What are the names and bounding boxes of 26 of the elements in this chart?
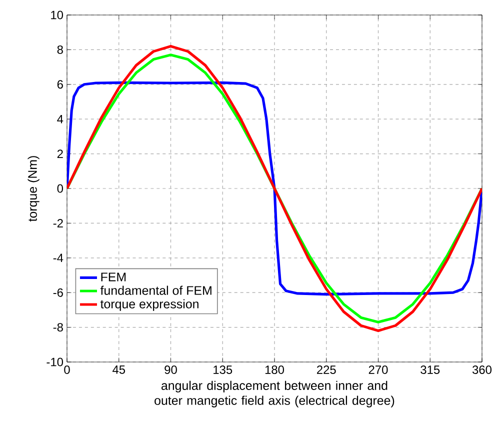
y-tick-label: 0 — [57, 184, 64, 193]
x-tick-label: 315 — [420, 366, 440, 374]
y-tick-label: 10 — [51, 10, 64, 20]
x-tick-label: 270 — [368, 366, 388, 374]
x-tick-label: 90 — [164, 366, 177, 374]
y-tick-label: 4 — [57, 114, 64, 124]
line-series — [67, 81, 482, 296]
legend-label: fundamental of FEM — [100, 286, 212, 295]
y-tick-label: -4 — [53, 254, 64, 262]
x-tick-label: 360 — [472, 366, 492, 374]
y-axis-title: torque (Nm) — [28, 156, 40, 222]
y-tick-label: -8 — [53, 323, 63, 332]
y-tick-label: -2 — [53, 219, 63, 228]
x-tick-label: 135 — [214, 366, 232, 374]
x-tick-label: 0 — [64, 366, 70, 374]
legend-label: torque expression — [100, 299, 198, 311]
x-tick-label: 45 — [112, 366, 126, 374]
x-axis-title: angular displacement between inner and outer mangetic field axis (electrical degree) — [154, 380, 394, 408]
x-tick-label: 180 — [265, 366, 284, 374]
legend-label: FEM — [101, 272, 126, 282]
y-tick-label: -10 — [46, 358, 64, 366]
x-tick-label: 225 — [316, 366, 336, 374]
y-tick-label: -6 — [53, 288, 63, 297]
y-tick-label: 8 — [57, 45, 63, 54]
y-tick-label: 6 — [57, 80, 63, 89]
y-tick-label: 2 — [57, 150, 63, 158]
